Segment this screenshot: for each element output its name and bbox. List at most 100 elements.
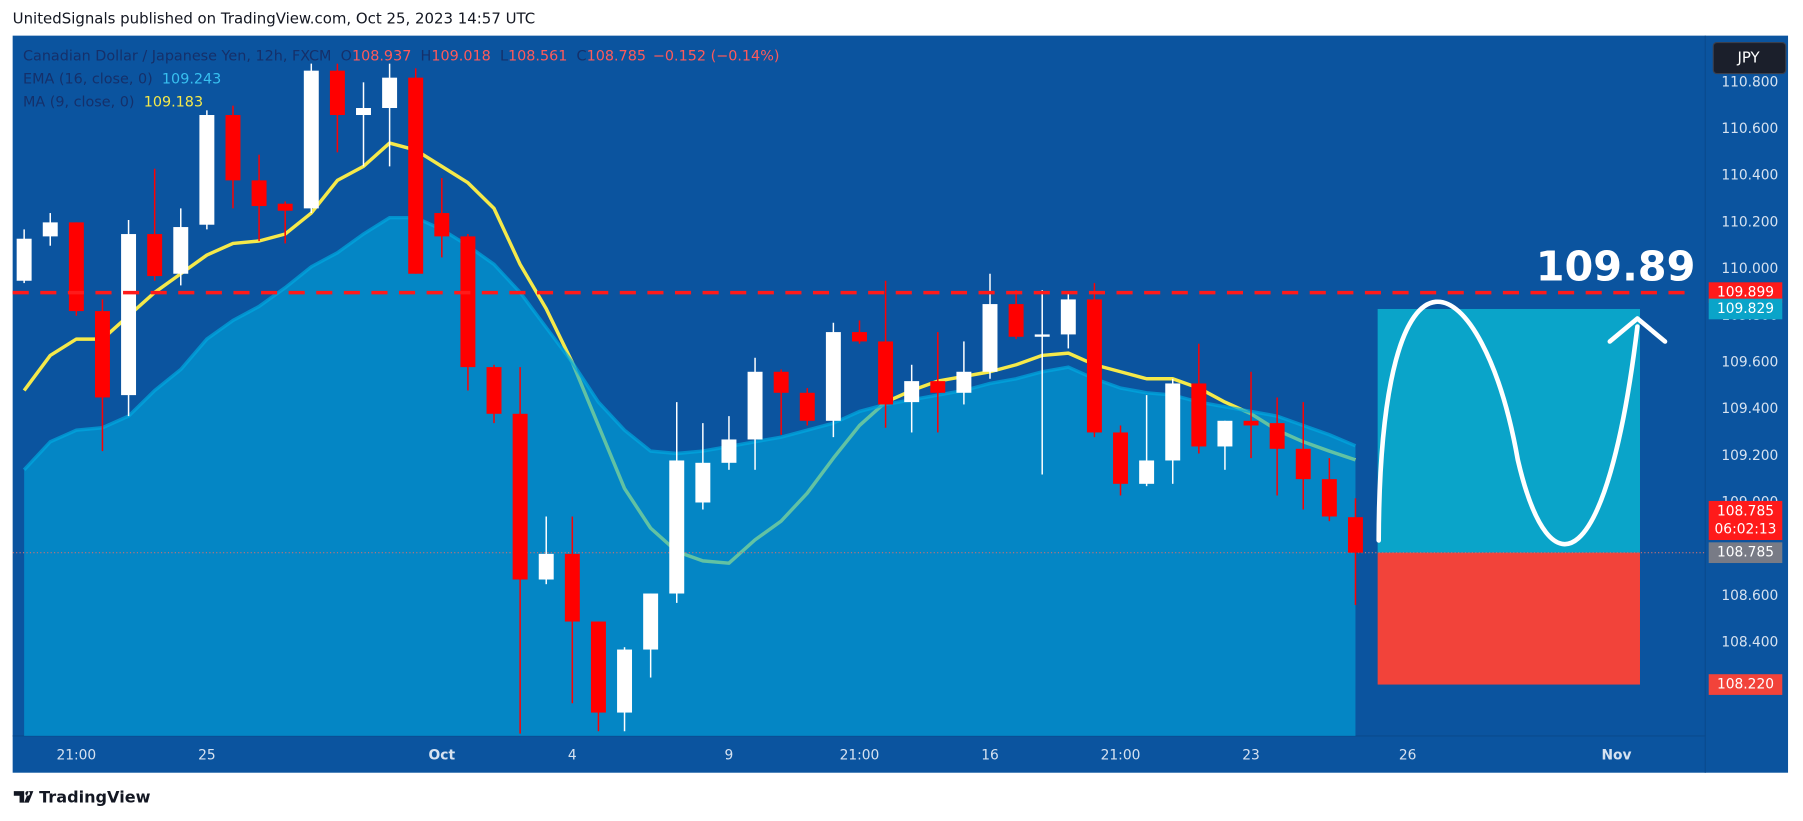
candle-body xyxy=(1191,383,1207,447)
legend-series-name: MA (9, close, 0) xyxy=(23,94,135,110)
candle-body xyxy=(1295,448,1311,480)
x-tick-label: Oct xyxy=(429,747,456,763)
candle-body xyxy=(799,392,815,421)
ema-area xyxy=(24,217,1356,736)
candle-body xyxy=(356,108,371,116)
candle-body xyxy=(251,180,267,207)
candle-body xyxy=(825,332,841,421)
currency-label: JPY xyxy=(1736,49,1760,67)
x-tick-label: 23 xyxy=(1242,747,1260,763)
x-tick-label: 21:00 xyxy=(840,747,880,763)
legend-series-value: 109.243 xyxy=(162,71,221,87)
legend-key: H xyxy=(421,48,432,64)
y-tick-label: 109.200 xyxy=(1721,448,1778,464)
candle-body xyxy=(94,311,110,398)
candle-body xyxy=(1321,479,1337,517)
target-zone xyxy=(1377,308,1640,553)
x-tick-label: 21:00 xyxy=(56,747,96,763)
candle-body xyxy=(538,553,554,580)
stop-badge xyxy=(1708,674,1783,695)
candle-body xyxy=(590,621,606,713)
candle-body xyxy=(199,115,215,225)
candle-body xyxy=(1139,460,1155,484)
legend-value: 108.785 xyxy=(587,48,646,64)
y-tick-label: 110.200 xyxy=(1721,214,1778,230)
legend-series: EMA (16, close, 0) 109.243 xyxy=(23,71,221,87)
candle-body xyxy=(486,367,502,414)
y-tick-label: 108.600 xyxy=(1721,588,1778,604)
candle-body xyxy=(1113,432,1128,484)
target-badge-text: 109.829 xyxy=(1717,301,1774,317)
candle-body xyxy=(747,371,763,440)
legend-key: O xyxy=(341,48,352,64)
candle-body xyxy=(1060,299,1076,335)
candle-body xyxy=(773,371,789,393)
candle-body xyxy=(721,439,737,463)
y-tick-label: 110.800 xyxy=(1721,74,1778,90)
x-tick-label: Nov xyxy=(1601,747,1631,763)
target-badge xyxy=(1708,298,1783,320)
projection-arrow xyxy=(1607,316,1668,344)
candle-body xyxy=(434,213,450,237)
logo-text: TradingView xyxy=(39,788,151,807)
candle-body xyxy=(277,203,293,211)
level-badge-text: 109.899 xyxy=(1717,285,1774,301)
candle-body xyxy=(42,222,58,237)
candle-body xyxy=(1243,420,1259,426)
candle-body xyxy=(1008,304,1024,337)
legend-series-name: EMA (16, close, 0) xyxy=(23,71,153,87)
candle-body xyxy=(904,381,920,403)
stop-badge-text: 108.220 xyxy=(1717,677,1774,693)
candle-body xyxy=(878,341,894,405)
last-price-badge xyxy=(1708,500,1783,541)
legend-value: 108.937 xyxy=(352,48,411,64)
y-tick-label: 110.000 xyxy=(1721,261,1778,277)
candle-body xyxy=(564,553,580,622)
chart-layer: 109.89108.400108.600108.800109.000109.20… xyxy=(12,41,1787,763)
candle-body xyxy=(695,462,711,503)
candle-body xyxy=(16,238,32,281)
candle-body xyxy=(930,381,946,393)
y-tick-label: 110.600 xyxy=(1721,121,1778,137)
candle-body xyxy=(1165,383,1181,461)
tradingview-logo: TradingView xyxy=(13,788,151,807)
last-price-badge-text: 06:02:13 xyxy=(1715,522,1777,538)
candle-body xyxy=(68,222,84,312)
stop-zone xyxy=(1377,552,1640,685)
candle-body xyxy=(956,371,972,393)
candle-body xyxy=(617,649,633,713)
candle-body xyxy=(1347,517,1363,553)
candle-body xyxy=(512,413,528,580)
close-badge xyxy=(1708,542,1783,564)
projection-curve xyxy=(1376,299,1640,547)
candle-body xyxy=(1269,423,1285,449)
legend-main: Canadian Dollar / Japanese Yen, 12h, FXC… xyxy=(23,48,779,64)
y-tick-label: 109.400 xyxy=(1721,401,1778,417)
candle-body xyxy=(225,115,241,181)
level-annotation: 109.89 xyxy=(1536,243,1696,291)
candle-body xyxy=(1034,334,1050,337)
candle-body xyxy=(329,70,345,116)
candle-body xyxy=(643,593,659,650)
legend-key: C xyxy=(577,48,587,64)
publish-header: UnitedSignals published on TradingView.c… xyxy=(13,10,536,28)
x-tick-label: 25 xyxy=(198,747,216,763)
candle-body xyxy=(303,70,319,209)
candle-body xyxy=(408,77,424,274)
legend-series-value: 109.183 xyxy=(144,94,203,110)
x-tick-label: 9 xyxy=(725,747,734,763)
legend-key: L xyxy=(500,48,508,64)
candle-body xyxy=(121,234,137,396)
last-price-badge-text: 108.785 xyxy=(1717,503,1774,519)
logo-mark xyxy=(13,791,34,803)
y-tick-label: 109.600 xyxy=(1721,354,1778,370)
y-tick-label: 110.400 xyxy=(1721,168,1778,184)
legend-value: 108.561 xyxy=(508,48,567,64)
candle-body xyxy=(1086,299,1102,433)
legend-change: −0.152 (−0.14%) xyxy=(653,48,780,64)
candle-body xyxy=(852,332,867,342)
ema-edge xyxy=(22,215,1357,472)
x-tick-label: 21:00 xyxy=(1101,747,1141,763)
